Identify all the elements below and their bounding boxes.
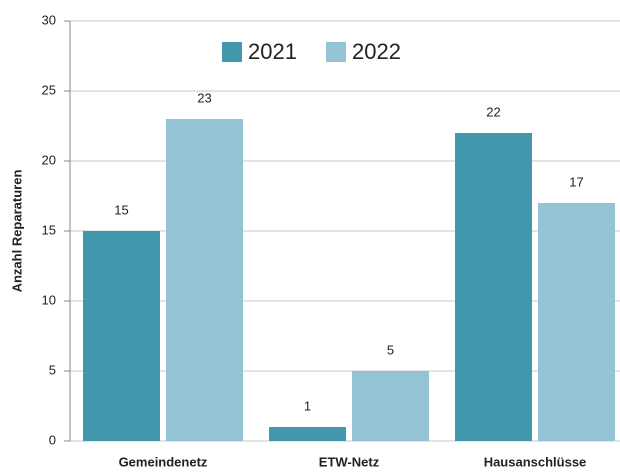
x-tick-label: Hausanschlüsse (484, 454, 587, 469)
value-label: 23 (197, 90, 211, 105)
value-label: 17 (569, 174, 583, 189)
y-tick-label: 15 (42, 222, 56, 237)
y-axis-label: Anzahl Reparaturen (9, 170, 24, 293)
bar (538, 203, 615, 441)
bar (455, 133, 532, 441)
x-tick-label: Gemeindenetz (119, 454, 208, 469)
value-label: 5 (387, 342, 394, 357)
y-tick-label: 0 (49, 432, 56, 447)
legend-label: 2021 (248, 39, 297, 64)
y-tick-label: 20 (42, 152, 56, 167)
legend-swatch (326, 42, 346, 62)
y-tick-label: 10 (42, 292, 56, 307)
value-label: 15 (114, 202, 128, 217)
x-tick-label: ETW-Netz (319, 454, 380, 469)
legend-label: 2022 (352, 39, 401, 64)
bar (83, 231, 160, 441)
bar (269, 427, 346, 441)
y-tick-label: 5 (49, 362, 56, 377)
y-tick-label: 25 (42, 82, 56, 97)
bar (166, 119, 243, 441)
y-tick-label: 30 (42, 12, 56, 27)
legend-swatch (222, 42, 242, 62)
value-label: 1 (304, 398, 311, 413)
value-label: 22 (486, 104, 500, 119)
bar (352, 371, 429, 441)
